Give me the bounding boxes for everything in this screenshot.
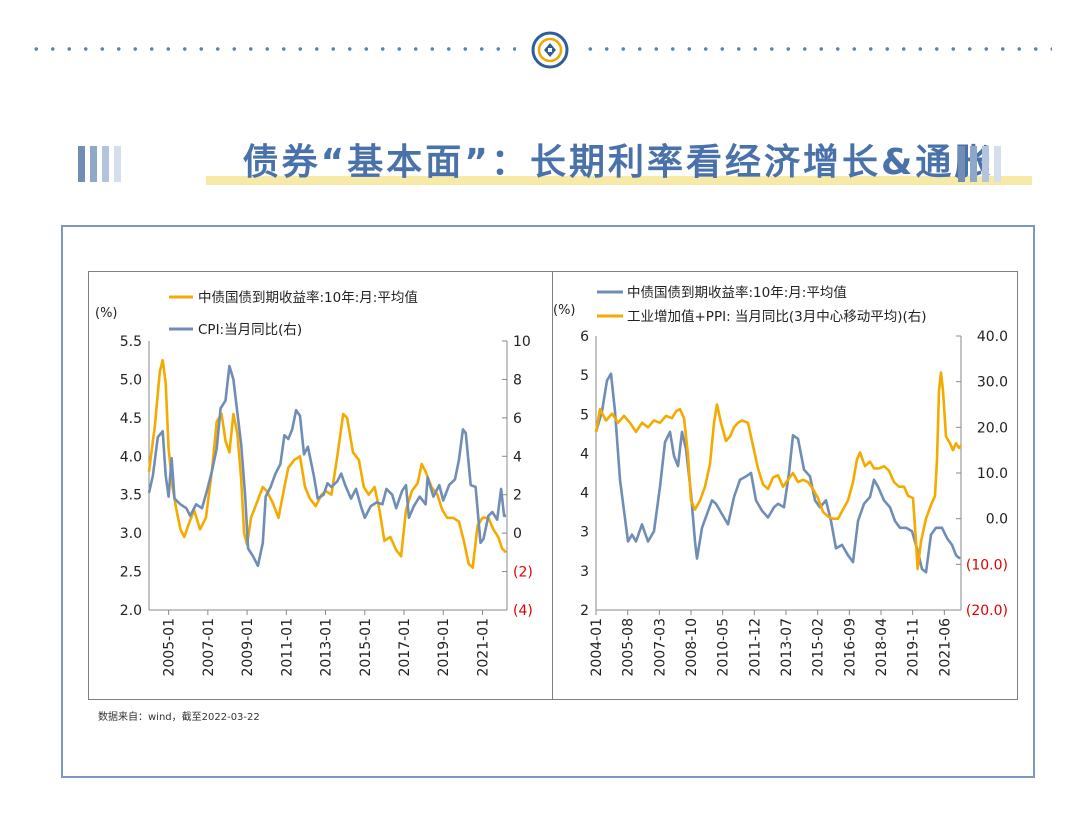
- y-left-tick-label: 4.5: [120, 411, 142, 427]
- header-dots-right: [582, 47, 1052, 51]
- series-line-blue: [147, 364, 506, 568]
- left-axis-unit: (%): [95, 306, 118, 321]
- series-line-orange: [594, 371, 962, 571]
- chart-1: 中债国债到期收益率:10年:月:平均值 CPI:当月同比(右) (%) 5.5 5…: [95, 289, 533, 677]
- title-underline: [206, 176, 1032, 185]
- x-tick-label: 2004-01: [589, 618, 605, 677]
- legend-label-yield: 中债国债到期收益率:10年:月:平均值: [198, 289, 418, 306]
- left-axis-unit-2: (%): [553, 303, 576, 318]
- chart-1-container: 中债国债到期收益率:10年:月:平均值 CPI:当月同比(右) (%) 5.5 5…: [88, 271, 553, 700]
- x-tick-label: 2019-01: [436, 618, 452, 677]
- y-left-tick-label: 3.5: [120, 488, 142, 504]
- y-left-tick-label: 5: [580, 407, 589, 423]
- x-tick-label: 2021-01: [475, 618, 491, 677]
- x-tick-label: 2011-01: [279, 618, 295, 677]
- y-left-tick-label: 4: [580, 486, 589, 502]
- y-left-tick-label: 3: [580, 525, 589, 541]
- x-tick-label: 2015-02: [811, 618, 827, 677]
- x-tick-label: 2019-11: [906, 618, 922, 677]
- x-tick-label: 2018-04: [874, 618, 890, 677]
- y-right-tick-label: 10: [513, 334, 531, 350]
- title-bars-right: [958, 146, 1001, 182]
- content-frame: [61, 225, 1035, 778]
- x-tick-label: 2011-12: [747, 618, 763, 677]
- x-tick-label: 2017-01: [397, 618, 413, 677]
- y-right-tick-label: 30.0: [977, 375, 1008, 391]
- y-right-tick-label: 40.0: [977, 329, 1008, 345]
- y-left-tick-label: 4.0: [120, 449, 142, 465]
- y-left-tick-label: 5: [580, 368, 589, 384]
- x-tick-label: 2007-03: [652, 618, 668, 677]
- x-tick-label: 2021-06: [937, 618, 953, 677]
- y-right-tick-label: 6: [513, 411, 522, 427]
- y-right-tick-label: 0: [513, 526, 522, 542]
- y-right-tick-label: (20.0): [966, 603, 1008, 619]
- y-left-tick-label: 3.0: [120, 526, 142, 542]
- y-left-tick-label: 2.5: [120, 565, 142, 581]
- series-line-blue: [594, 372, 961, 574]
- x-tick-label: 2013-07: [779, 618, 795, 677]
- x-tick-label: 2015-01: [358, 618, 374, 677]
- x-tick-label: 2009-01: [240, 618, 256, 677]
- y-right-tick-label: (10.0): [966, 557, 1008, 573]
- header-dots-left: [28, 47, 516, 51]
- y-left-tick-label: 3: [580, 564, 589, 580]
- y-left-tick-label: 2.0: [120, 603, 142, 619]
- y-right-tick-label: 4: [513, 449, 522, 465]
- x-tick-label: 2013-01: [319, 618, 335, 677]
- source-note: 数据来自：wind，截至2022-03-22: [98, 712, 260, 723]
- chart-2: 中债国债到期收益率:10年:月:平均值 工业增加值+PPI: 当月同比(3月中心…: [553, 284, 1008, 677]
- series-line-orange: [147, 358, 507, 569]
- y-right-tick-label: 0.0: [986, 512, 1008, 528]
- legend-label-cpi: CPI:当月同比(右): [198, 322, 302, 338]
- title-bars-left: [78, 146, 121, 182]
- y-right-tick-label: (2): [513, 565, 533, 581]
- logo-icon: [531, 31, 569, 69]
- y-left-tick-label: 5.5: [120, 334, 142, 350]
- y-right-tick-label: 2: [513, 488, 522, 504]
- y-left-tick-label: 2: [580, 603, 589, 619]
- y-right-tick-label: (4): [513, 603, 533, 619]
- page-title: 债券“基本面”：长期利率看经济增长&通胀: [242, 142, 994, 183]
- y-left-tick-label: 6: [580, 329, 589, 345]
- x-tick-label: 2010-05: [716, 618, 732, 677]
- x-tick-label: 2005-01: [162, 618, 178, 677]
- y-right-tick-label: 10.0: [977, 466, 1008, 482]
- chart-2-container: 中债国债到期收益率:10年:月:平均值 工业增加值+PPI: 当月同比(3月中心…: [552, 271, 1018, 700]
- x-tick-label: 2008-10: [684, 618, 700, 677]
- legend-label-yield-2: 中债国债到期收益率:10年:月:平均值: [627, 284, 847, 301]
- y-right-tick-label: 8: [513, 372, 522, 388]
- legend-label-ip-ppi: 工业增加值+PPI: 当月同比(3月中心移动平均)(右): [627, 309, 927, 325]
- y-right-tick-label: 20.0: [977, 420, 1008, 436]
- title-banner: 债券“基本面”：长期利率看经济增长&通胀: [78, 140, 1032, 190]
- x-tick-label: 2007-01: [201, 618, 217, 677]
- y-left-tick-label: 5.0: [120, 372, 142, 388]
- x-tick-label: 2016-09: [842, 618, 858, 677]
- y-left-tick-label: 4: [580, 446, 589, 462]
- x-tick-label: 2005-08: [621, 618, 637, 677]
